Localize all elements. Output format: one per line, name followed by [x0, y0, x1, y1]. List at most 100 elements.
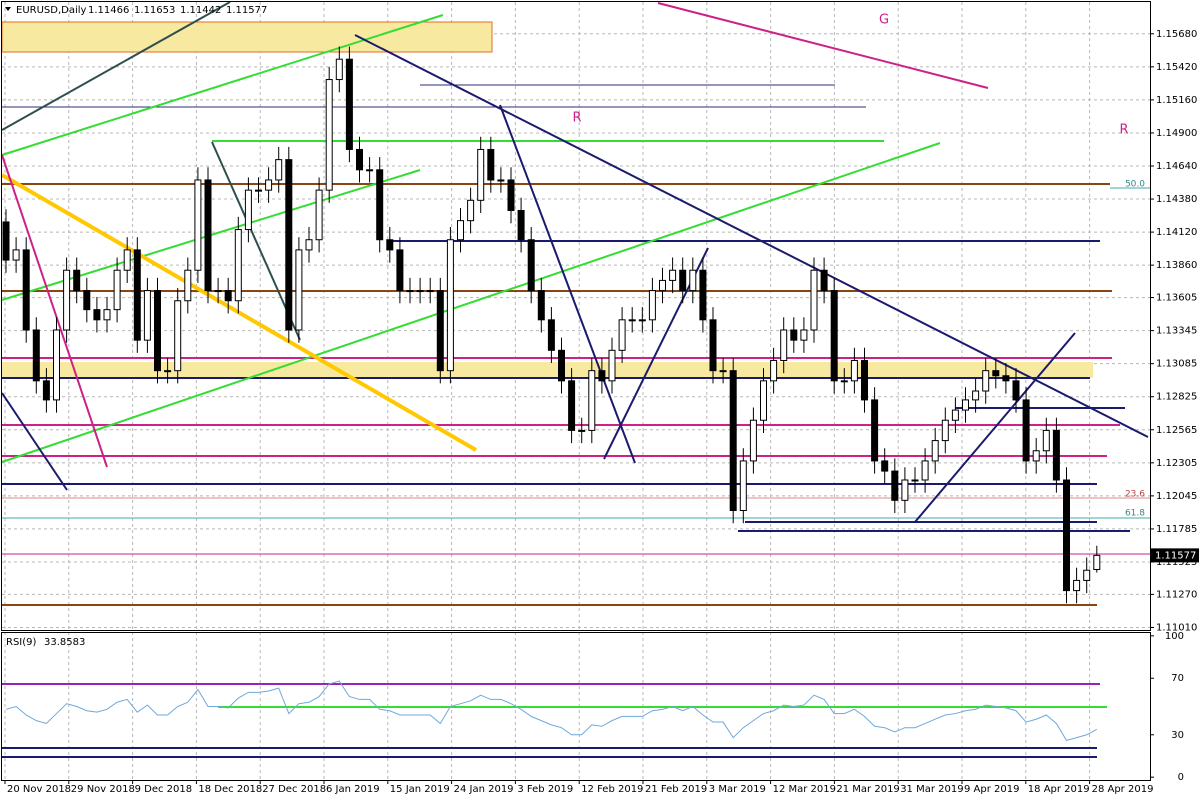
candle-body	[770, 359, 778, 382]
candle-body	[517, 209, 525, 241]
candle-body	[760, 380, 767, 421]
candle-body	[719, 370, 727, 373]
candle-body	[335, 58, 343, 81]
candle-body	[1052, 429, 1060, 481]
y-tick-label: 1.13345	[1156, 326, 1197, 337]
annotation: R	[1119, 123, 1128, 138]
candle-body	[830, 290, 838, 382]
candle-body	[2, 221, 10, 261]
rsi-tick-label: 70	[1171, 673, 1184, 684]
x-tick-label: 21 Mar 2019	[836, 784, 899, 795]
candle-body	[42, 380, 50, 401]
candle-body	[436, 290, 444, 372]
y-tick-label: 1.11270	[1156, 589, 1197, 600]
candle-body	[861, 359, 868, 401]
candle-body	[850, 359, 858, 382]
candle-body	[406, 290, 414, 293]
candle-body	[244, 189, 252, 231]
y-tick-label: 1.13605	[1156, 293, 1197, 304]
y-tick-label: 1.15160	[1156, 95, 1197, 106]
candle-body	[527, 239, 535, 292]
y-tick-label: 1.12305	[1156, 458, 1197, 469]
candle-body	[113, 269, 121, 311]
annotation: R	[572, 111, 581, 126]
candle-body	[325, 79, 333, 191]
candle-body	[749, 419, 757, 462]
candle-body	[275, 159, 283, 181]
candle-body	[103, 309, 111, 321]
menu-arrow	[5, 7, 11, 11]
x-tick-label: 9 Dec 2018	[135, 784, 193, 795]
candle-body	[497, 179, 505, 182]
annotation: G	[879, 13, 889, 28]
fib-label: 23.6	[1125, 490, 1145, 500]
candle-body	[992, 370, 1000, 377]
candle-body	[659, 279, 666, 292]
candle-body	[1063, 479, 1070, 592]
candle-body	[729, 370, 737, 512]
candle-body	[840, 380, 848, 383]
candle-body	[73, 269, 81, 292]
trendline	[657, 2, 989, 89]
zone	[2, 362, 1093, 378]
candle-body	[871, 399, 879, 462]
candle-body	[265, 179, 273, 191]
candle-body	[396, 249, 404, 292]
candle-body	[1083, 569, 1091, 581]
candle-body	[376, 169, 384, 241]
candle-body	[93, 309, 101, 321]
price-tag	[1151, 548, 1199, 563]
candle-body	[790, 329, 798, 341]
x-tick-label: 29 Nov 2018	[71, 784, 135, 795]
zone	[1, 21, 493, 53]
candle-body	[184, 269, 192, 302]
x-tick-label: 12 Mar 2019	[773, 784, 836, 795]
candle-body	[386, 239, 394, 251]
candle-body	[628, 319, 636, 322]
candle-body	[194, 179, 202, 271]
candle-body	[931, 440, 939, 462]
candle-body	[477, 148, 485, 201]
candle-body	[154, 290, 161, 372]
labels: EURUSD,Daily 1.11466 1.11653 1.11442 1.1…	[4, 5, 1199, 795]
trendline	[1, 154, 108, 468]
candle-body	[679, 269, 687, 292]
candle-body	[951, 409, 959, 421]
ohlc-close: 1.11577	[226, 5, 267, 16]
candle-body	[83, 290, 91, 311]
trendline	[1, 392, 68, 491]
candle-body	[255, 189, 262, 192]
price-tag-label: 1.11577	[1155, 550, 1196, 561]
y-tick-label: 1.12825	[1156, 392, 1197, 403]
candle-body	[962, 399, 969, 411]
x-tick-label: 18 Apr 2019	[1028, 784, 1090, 795]
x-tick-label: 24 Jan 2019	[454, 784, 514, 795]
trendline	[1, 1, 231, 131]
candle-body	[164, 370, 172, 373]
candle-body	[618, 319, 626, 351]
candle-body	[1022, 399, 1030, 462]
candle-body	[598, 370, 606, 382]
candle-body	[588, 370, 596, 431]
candle-body	[648, 290, 656, 321]
price-pane	[1, 1, 1151, 631]
candle-body	[608, 349, 616, 382]
candle-body	[234, 229, 242, 302]
trendline	[499, 104, 636, 464]
trendline	[1, 14, 444, 156]
y-tick-label: 1.15680	[1156, 29, 1197, 40]
candle-body	[1002, 375, 1010, 382]
x-tick-label: 3 Mar 2019	[709, 784, 766, 795]
candle-body	[123, 249, 131, 271]
candle-body	[921, 460, 929, 481]
rsi-value: 33.8583	[44, 637, 85, 648]
ohlc-low: 1.11442	[180, 5, 221, 16]
candle-body	[214, 290, 222, 293]
candle-body	[366, 169, 374, 172]
candle-body	[941, 419, 949, 442]
candle-body	[1012, 380, 1020, 401]
candle-body	[467, 199, 475, 222]
candle-body	[780, 329, 788, 361]
ohlc-high: 1.11653	[134, 5, 175, 16]
